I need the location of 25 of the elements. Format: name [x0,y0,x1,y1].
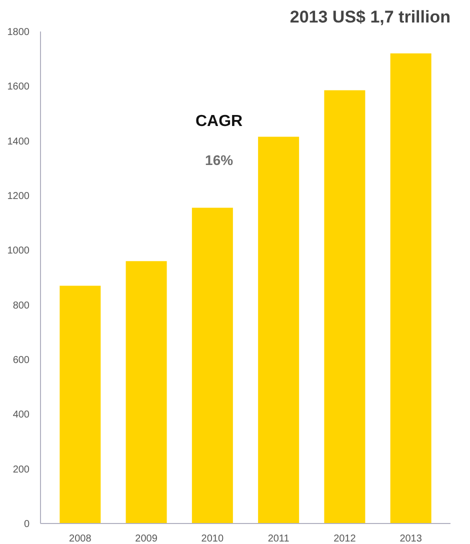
y-tick-label: 1800 [7,27,30,38]
y-tick-label: 1600 [7,82,30,93]
annotation: CAGR [195,113,244,130]
chart-title: 2013 US$ 1,7 trillion [290,8,451,26]
x-tick-label: 2009 [135,534,158,544]
bar [60,286,101,524]
x-tick-label: 2012 [334,534,356,544]
bar [126,261,167,524]
y-tick-label: 1000 [7,246,30,257]
y-tick-label: 800 [12,300,30,312]
x-tick-label: 2011 [268,534,290,544]
y-tick-label: 200 [12,464,30,476]
x-tick-label: 2013 [400,534,422,544]
y-tick-label: 400 [12,410,30,421]
bar [192,208,233,524]
bar [324,90,366,524]
bar [390,53,432,524]
y-tick-label: 1200 [7,191,30,202]
x-tick-label: 2010 [201,534,224,544]
annotation: 16% [205,152,234,168]
y-tick-label: 600 [12,355,30,366]
bar [258,136,300,524]
x-tick-label: 2008 [69,534,92,544]
y-tick-label: 1400 [7,136,30,148]
y-tick-label: 0 [24,519,30,530]
